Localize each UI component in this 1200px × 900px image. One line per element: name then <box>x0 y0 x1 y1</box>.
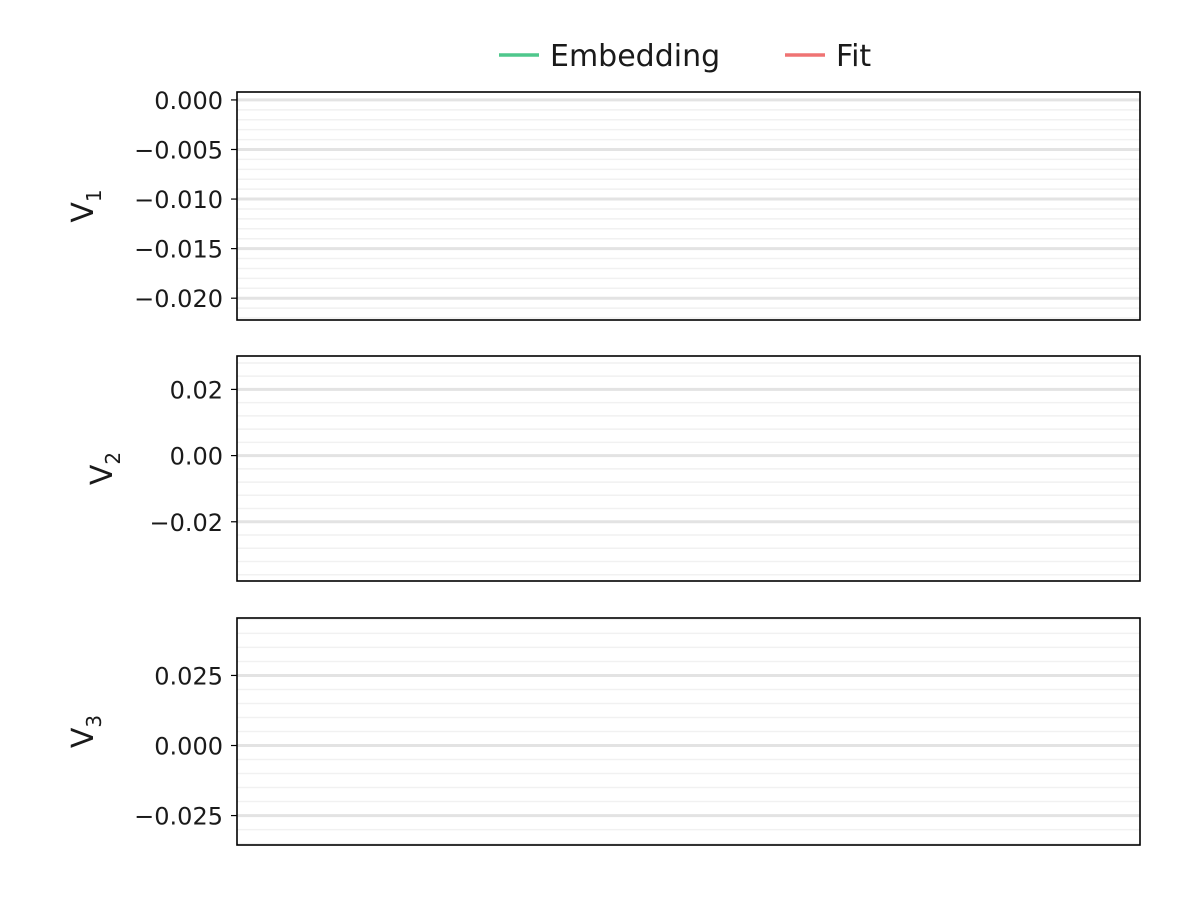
y-tick-label: −0.025 <box>134 803 223 831</box>
y-tick-label: −0.02 <box>149 509 223 537</box>
y-tick-label: 0.000 <box>154 733 223 761</box>
y-tick-label: −0.005 <box>134 136 223 164</box>
y-tick-label: 0.000 <box>154 87 223 115</box>
legend-label-fit: Fit <box>836 39 871 74</box>
y-tick-label: −0.015 <box>134 236 223 264</box>
y-axis-label: V3 <box>66 715 106 748</box>
y-axis-label: V2 <box>85 452 125 485</box>
panel-1: 0.000 −0.005 −0.010 −0.015 −0.020 V1 <box>66 87 1141 321</box>
y-tick-label: 0.025 <box>154 662 223 690</box>
plot-frame <box>236 91 1141 321</box>
panel-2: 0.02 0.00 −0.02 V2 <box>85 355 1141 582</box>
y-tick-label: 0.00 <box>170 443 223 471</box>
y-tick-label: −0.020 <box>134 285 223 313</box>
legend: Embedding Fit <box>499 39 871 74</box>
plot-frame <box>236 617 1141 846</box>
panels: 0.000 −0.005 −0.010 −0.015 −0.020 V1 0.02 0.00 −… <box>66 87 1141 846</box>
y-tick-label: 0.02 <box>170 376 223 404</box>
panel-3: 0.025 0.000 −0.025 V3 <box>66 617 1141 846</box>
y-tick-label: −0.010 <box>134 186 223 214</box>
legend-label-embedding: Embedding <box>550 39 720 74</box>
plot-frame <box>236 355 1141 582</box>
y-axis-label: V1 <box>66 189 106 222</box>
